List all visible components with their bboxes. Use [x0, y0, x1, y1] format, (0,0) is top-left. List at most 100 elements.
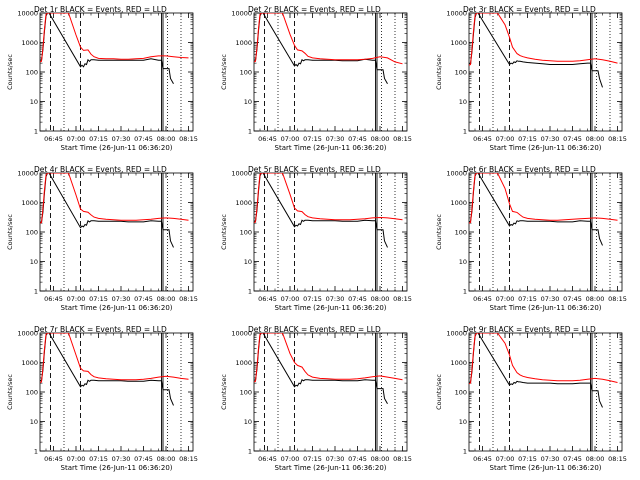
x-tick-label: 08:00 — [586, 295, 605, 303]
y-tick-label: 10 — [244, 98, 252, 106]
y-tick-label: 1000 — [21, 199, 38, 207]
y-tick-label: 1 — [463, 128, 467, 136]
y-axis-label: Counts/sec — [6, 54, 14, 90]
y-axis-label: Counts/sec — [220, 214, 228, 250]
x-tick-label: 07:00 — [496, 455, 515, 463]
events-line — [469, 13, 603, 88]
y-axis-label: Counts/sec — [6, 374, 14, 410]
x-tick-label: 07:30 — [112, 135, 131, 143]
y-tick-label: 10000 — [446, 330, 467, 338]
y-tick-label: 10000 — [231, 10, 252, 18]
x-tick-label: 07:00 — [67, 455, 86, 463]
chart-panel: Det 4r BLACK = Events, RED = LLD 1 10 100 10… — [6, 165, 198, 312]
x-tick-label: 07:15 — [518, 135, 537, 143]
x-axis-label: Start Time (26-Jun-11 06:36:20) — [61, 464, 173, 472]
y-axis-label: Counts/sec — [435, 374, 443, 410]
x-tick-label: 07:45 — [563, 455, 582, 463]
chart-panel: Det 1r BLACK = Events, RED = LLD 1 10 100 10… — [6, 5, 198, 152]
x-tick-label: 06:45 — [44, 455, 63, 463]
y-tick-label: 1 — [34, 448, 38, 456]
x-tick-label: 07:30 — [541, 135, 560, 143]
events-line — [254, 173, 388, 248]
y-tick-label: 10000 — [17, 330, 38, 338]
y-axis-label: Counts/sec — [220, 54, 228, 90]
x-tick-label: 07:45 — [348, 135, 367, 143]
x-axis-label: Start Time (26-Jun-11 06:36:20) — [490, 144, 602, 152]
chart-title: Det 6r BLACK = Events, RED = LLD — [463, 165, 596, 174]
y-tick-label: 100 — [455, 389, 467, 397]
y-axis-label: Counts/sec — [435, 54, 443, 90]
events-line — [469, 173, 603, 246]
chart-panel: Det 3r BLACK = Events, RED = LLD 1 10 100 10… — [435, 5, 627, 152]
y-axis-label: Counts/sec — [220, 374, 228, 410]
time-markers — [50, 333, 182, 451]
x-tick-label: 08:15 — [608, 295, 627, 303]
series-group — [469, 173, 618, 246]
lld-line — [469, 173, 618, 224]
events-line — [40, 333, 174, 406]
chart-title: Det 4r BLACK = Events, RED = LLD — [34, 165, 167, 174]
y-tick-label: 100 — [240, 69, 252, 77]
x-tick-label: 08:15 — [179, 295, 198, 303]
plot-frame — [468, 172, 623, 292]
events-line — [40, 173, 174, 248]
y-tick-label: 10 — [459, 418, 467, 426]
x-tick-label: 06:45 — [258, 135, 277, 143]
y-tick-label: 1 — [463, 448, 467, 456]
y-tick-label: 1000 — [235, 359, 252, 367]
y-tick-label: 1000 — [450, 359, 467, 367]
x-tick-label: 08:00 — [157, 135, 176, 143]
chart-panel: Det 9r BLACK = Events, RED = LLD 1 10 100 10… — [435, 325, 627, 472]
chart-title: Det 9r BLACK = Events, RED = LLD — [463, 325, 596, 334]
x-tick-label: 07:30 — [541, 455, 560, 463]
chart-panel: Det 2r BLACK = Events, RED = LLD 1 10 100 10… — [220, 5, 412, 152]
series-group — [254, 173, 403, 248]
chart-panel: Det 5r BLACK = Events, RED = LLD 1 10 100 10… — [220, 165, 412, 312]
x-tick-label: 06:45 — [258, 295, 277, 303]
y-tick-label: 1 — [34, 288, 38, 296]
x-tick-label: 08:15 — [393, 295, 412, 303]
x-axis-label: Start Time (26-Jun-11 06:36:20) — [61, 144, 173, 152]
x-axis-label: Start Time (26-Jun-11 06:36:20) — [490, 464, 602, 472]
chart-panel: Det 6r BLACK = Events, RED = LLD 1 10 100 10… — [435, 165, 627, 312]
x-tick-label: 07:15 — [518, 295, 537, 303]
chart-title: Det 2r BLACK = Events, RED = LLD — [248, 5, 381, 14]
x-tick-label: 07:00 — [496, 135, 515, 143]
x-tick-label: 07:00 — [281, 455, 300, 463]
plot-frame — [39, 332, 194, 452]
x-tick-label: 06:45 — [258, 455, 277, 463]
lld-line — [469, 13, 618, 66]
x-tick-label: 07:00 — [67, 295, 86, 303]
time-markers — [264, 173, 396, 291]
plot-frame — [468, 332, 623, 452]
x-tick-label: 07:30 — [541, 295, 560, 303]
x-axis-label: Start Time (26-Jun-11 06:36:20) — [275, 464, 387, 472]
x-tick-label: 08:15 — [608, 135, 627, 143]
plot-frame — [39, 172, 194, 292]
x-tick-label: 07:00 — [281, 295, 300, 303]
y-tick-label: 1000 — [235, 39, 252, 47]
y-tick-label: 100 — [26, 69, 38, 77]
chart-panel: Det 7r BLACK = Events, RED = LLD 1 10 100 10… — [6, 325, 198, 472]
series-group — [469, 13, 618, 88]
x-tick-label: 07:30 — [326, 135, 345, 143]
lld-line — [469, 333, 618, 385]
y-tick-label: 10000 — [446, 170, 467, 178]
chart-title: Det 8r BLACK = Events, RED = LLD — [248, 325, 381, 334]
y-tick-label: 1000 — [21, 359, 38, 367]
y-tick-label: 1 — [248, 288, 252, 296]
y-tick-label: 100 — [26, 229, 38, 237]
series-group — [254, 13, 403, 84]
time-markers — [50, 13, 182, 131]
series-group — [40, 333, 189, 406]
y-tick-label: 10 — [459, 258, 467, 266]
x-tick-label: 08:15 — [393, 135, 412, 143]
y-tick-label: 10000 — [231, 170, 252, 178]
plot-frame — [253, 332, 408, 452]
y-tick-label: 100 — [455, 69, 467, 77]
y-tick-label: 10000 — [446, 10, 467, 18]
x-tick-label: 08:15 — [179, 135, 198, 143]
x-tick-label: 07:00 — [496, 295, 515, 303]
y-tick-label: 10 — [30, 98, 38, 106]
chart-title: Det 5r BLACK = Events, RED = LLD — [248, 165, 381, 174]
